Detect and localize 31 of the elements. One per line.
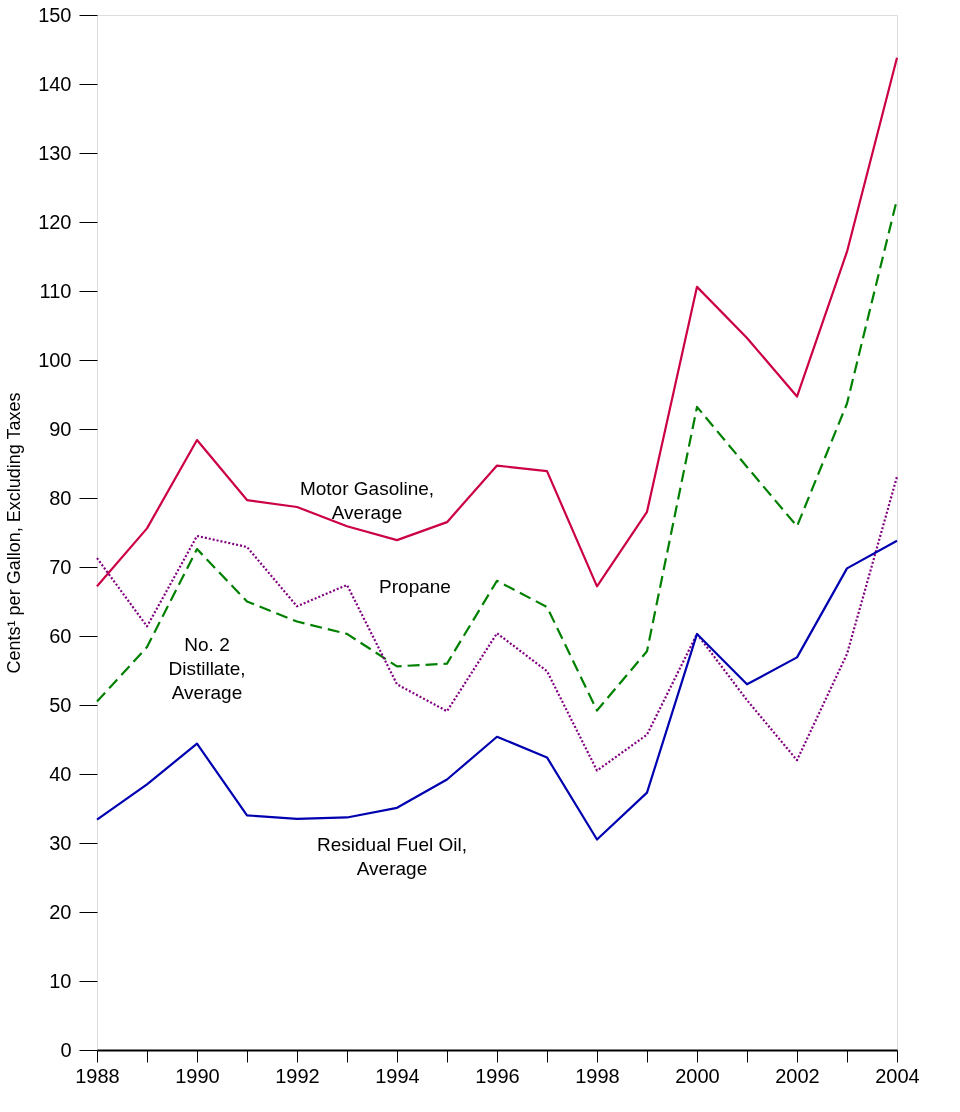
y-tick-label: 10 <box>49 969 72 992</box>
y-tick-label: 120 <box>38 210 72 233</box>
x-tick-label: 1996 <box>475 1064 520 1087</box>
series-label: Propane <box>379 576 451 597</box>
y-tick-label: 20 <box>49 900 72 923</box>
series-label: Motor Gasoline, Average <box>299 478 435 523</box>
line-series <box>95 475 899 772</box>
y-tick-label: 0 <box>60 1038 72 1061</box>
y-tick-label: 70 <box>49 555 72 578</box>
y-tick-label: 130 <box>38 141 72 164</box>
y-tick-label: 110 <box>39 279 72 302</box>
y-axis-title: Cents¹ per Gallon, Excluding Taxes <box>4 392 25 674</box>
y-tick-label: 90 <box>49 417 72 440</box>
x-tick-label: 1988 <box>75 1064 120 1087</box>
y-tick-label: 150 <box>38 3 72 26</box>
x-tick-label: 1998 <box>575 1064 620 1087</box>
y-tick-label: 30 <box>49 831 72 854</box>
series-label: No. 2 Distillate, Average <box>168 634 246 703</box>
y-tick-label: 60 <box>49 624 72 647</box>
x-tick-label: 2000 <box>675 1064 720 1087</box>
x-tick-label: 1994 <box>375 1064 420 1087</box>
x-tick-label: 1992 <box>275 1064 320 1087</box>
series-label: Residual Fuel Oil, Average <box>317 834 467 879</box>
x-tick-label: 2004 <box>875 1064 920 1087</box>
y-tick-label: 80 <box>49 486 72 509</box>
y-tick-label: 40 <box>49 762 72 785</box>
x-tick-label: 1990 <box>175 1064 220 1087</box>
y-tick-label: 50 <box>49 693 72 716</box>
y-tick-label: 100 <box>38 348 72 371</box>
y-tick-label: 140 <box>38 72 72 95</box>
x-tick-label: 2002 <box>775 1064 820 1087</box>
